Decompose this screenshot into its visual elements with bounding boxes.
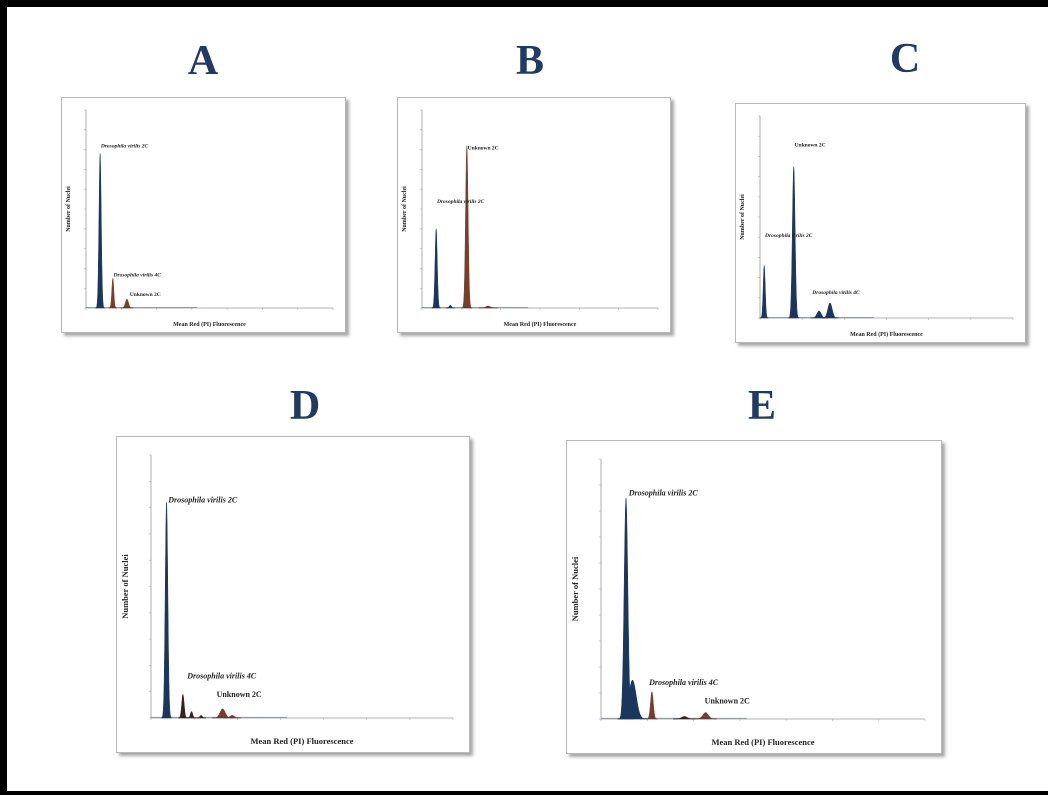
- peak-annotation: Drosophila virilis 4C: [113, 272, 162, 278]
- y-axis-title: Number of Nuclei: [402, 186, 408, 232]
- peak-annotation: Drosophila virilis 2C: [436, 199, 485, 205]
- histogram-peak: [431, 228, 441, 309]
- peak-annotation: Unknown 2C: [705, 696, 750, 705]
- histogram-peak: [821, 302, 839, 319]
- histogram-peak: [461, 145, 473, 309]
- panel-label-d: D: [289, 383, 321, 429]
- y-axis-title: Number of Nuclei: [570, 556, 580, 621]
- histogram-peak: [759, 265, 769, 319]
- histogram-peak: [694, 712, 717, 720]
- histogram-peak: [673, 716, 696, 720]
- x-axis-title: Mean Red (PI) Fluorescence: [173, 321, 246, 328]
- x-axis-title: Mean Red (PI) Fluorescence: [504, 321, 577, 328]
- histogram-peak: [646, 691, 658, 720]
- peak-annotation: Drosophila virilis 2C: [167, 495, 238, 504]
- histogram-svg: Mean Red (PI) Fluorescence Number of Nucl…: [120, 454, 454, 746]
- histogram-panel-a: Mean Red (PI) Fluorescence Number of Nucl…: [61, 97, 346, 333]
- peak-annotation: Drosophila virilis 4C: [648, 678, 719, 687]
- x-axis-title: Mean Red (PI) Fluorescence: [712, 737, 815, 747]
- peak-annotation: Drosophila virilis 2C: [100, 144, 149, 150]
- panel-label-e: E: [747, 383, 776, 429]
- histogram-peak: [478, 305, 498, 309]
- histogram-svg: Mean Red (PI) Fluorescence Number of Nucl…: [402, 109, 659, 328]
- peak-annotation: Drosophila virilis 4C: [186, 672, 257, 681]
- y-axis-title: Number of Nuclei: [740, 194, 746, 240]
- peak-annotation: Unknown 2C: [468, 146, 499, 152]
- peak-annotation: Unknown 2C: [130, 292, 161, 298]
- histogram-peak: [187, 711, 197, 719]
- histogram-peak: [788, 166, 800, 319]
- peak-annotation: Drosophila virilis 4C: [811, 290, 860, 296]
- histogram-panel-c: Mean Red (PI) Fluorescence Number of Nucl…: [735, 103, 1026, 343]
- histogram-peak: [161, 502, 172, 719]
- histogram-panel-d: Mean Red (PI) Fluorescence Number of Nucl…: [116, 436, 470, 753]
- peak-annotation: Drosophila virilis 2C: [764, 233, 813, 239]
- histogram-svg: Mean Red (PI) Fluorescence Number of Nucl…: [740, 115, 1014, 338]
- peak-annotation: Unknown 2C: [217, 690, 262, 699]
- histogram-peak: [445, 304, 455, 309]
- peak-annotation: Drosophila virilis 2C: [628, 488, 699, 497]
- y-axis-title: Number of Nuclei: [66, 186, 72, 232]
- axis-lines: [421, 110, 658, 309]
- histogram-peak: [95, 153, 105, 309]
- peak-annotation: Unknown 2C: [795, 142, 826, 148]
- histogram-svg: Mean Red (PI) Fluorescence Number of Nucl…: [570, 458, 926, 747]
- histogram-peak: [196, 715, 206, 719]
- histogram-peak: [108, 277, 117, 309]
- histogram-peak: [120, 298, 134, 309]
- histogram-peak: [223, 715, 241, 719]
- histogram-panel-e: Mean Red (PI) Fluorescence Number of Nucl…: [566, 440, 942, 754]
- x-axis-title: Mean Red (PI) Fluorescence: [251, 736, 354, 746]
- histogram-peak: [177, 693, 188, 719]
- histogram-panel-b: Mean Red (PI) Fluorescence Number of Nucl…: [397, 97, 671, 333]
- panel-label-b: B: [515, 38, 544, 84]
- y-axis-title: Number of Nuclei: [120, 554, 130, 619]
- x-axis-title: Mean Red (PI) Fluorescence: [850, 331, 923, 338]
- panel-label-a: A: [187, 38, 219, 84]
- histogram-svg: Mean Red (PI) Fluorescence Number of Nucl…: [66, 109, 334, 328]
- panel-label-c: C: [889, 36, 921, 82]
